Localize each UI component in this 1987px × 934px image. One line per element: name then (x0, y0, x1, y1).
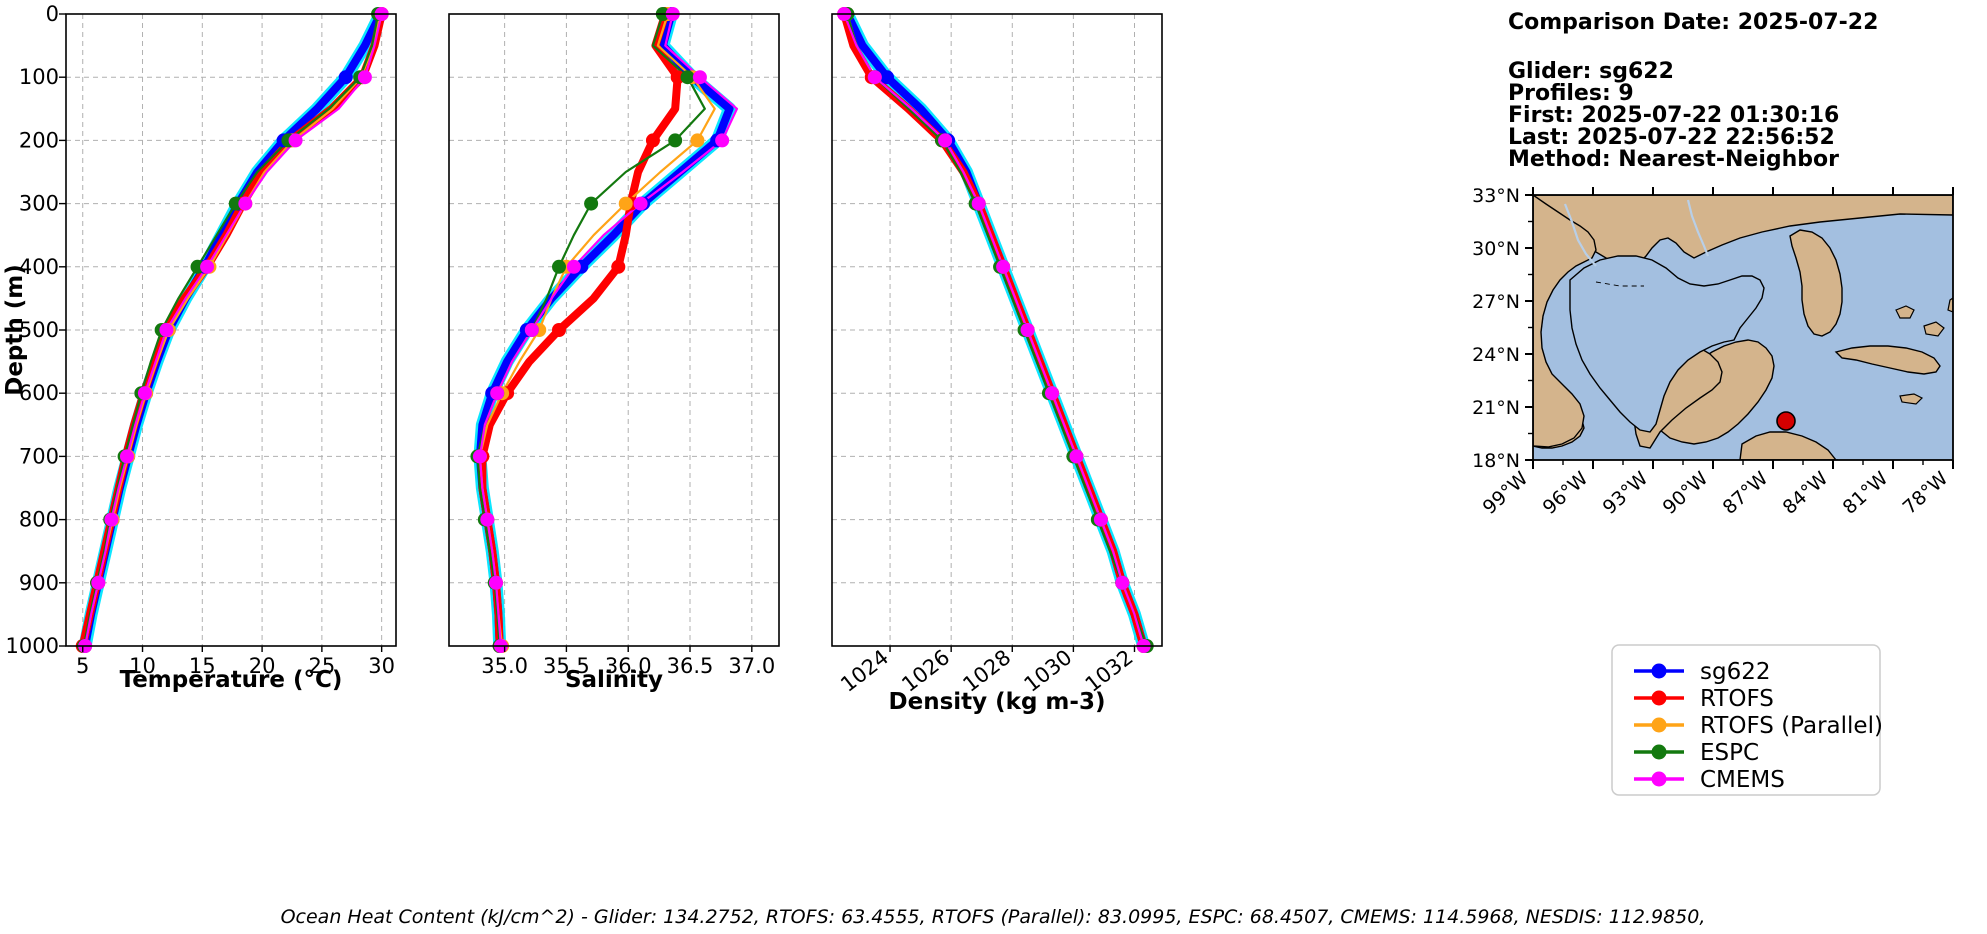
x-tick-label: 35.0 (481, 654, 528, 678)
depth-tick-label: 1000 (6, 634, 59, 658)
x-tick-label: 5 (76, 654, 89, 678)
depth-tick-label: 500 (19, 318, 59, 342)
x-tick-label: 36.5 (667, 654, 714, 678)
depth-tick-label: 900 (19, 571, 59, 595)
legend-item-cmems[interactable]: CMEMS (1634, 767, 1785, 793)
salinity-x-ticks: 35.0 35.5 36.0 36.5 37.0 (481, 646, 775, 678)
salinity-plot-frame (448, 13, 780, 647)
depth-y-ticks: 0 100 200 300 400 500 600 700 800 900 1000 (6, 2, 66, 658)
temperature-panel: 5 10 15 20 25 30 0 100 200 300 400 500 600 700 800 900… (2, 2, 397, 693)
legend-label: sg622 (1700, 659, 1770, 685)
x-tick-label: 35.5 (543, 654, 590, 678)
temperature-axis-label: Temperature (°C) (120, 667, 343, 693)
x-tick-label: 30 (368, 654, 395, 678)
glider-text: Glider: sg622 (1508, 59, 1674, 84)
profiles-text: Profiles: 9 (1508, 81, 1634, 106)
density-series (837, 7, 1154, 653)
map-lat-tick-label: 30°N (1472, 238, 1520, 260)
legend-item-espc[interactable]: ESPC (1634, 740, 1759, 766)
legend-label: CMEMS (1700, 767, 1785, 793)
legend-label: RTOFS (Parallel) (1700, 713, 1883, 739)
depth-axis-label: Depth (m) (2, 264, 28, 396)
map-lat-tick-label: 27°N (1472, 291, 1520, 313)
x-tick-label: 20 (249, 654, 276, 678)
legend-item-rtofs[interactable]: RTOFS (1634, 686, 1774, 712)
legend-label: ESPC (1700, 740, 1759, 766)
depth-tick-label: 800 (19, 508, 59, 532)
x-tick-label: 37.0 (728, 654, 775, 678)
legend-label: RTOFS (1700, 686, 1774, 712)
x-tick-label: 10 (129, 654, 156, 678)
depth-tick-label: 600 (19, 381, 59, 405)
map-lat-tick-label: 18°N (1472, 450, 1520, 472)
x-tick-label: 15 (189, 654, 216, 678)
comparison-date-text: Comparison Date: 2025-07-22 (1508, 10, 1878, 35)
map-lat-tick-label: 21°N (1472, 397, 1520, 419)
legend-item-rtofs-parallel[interactable]: RTOFS (Parallel) (1634, 713, 1883, 739)
salinity-series (470, 7, 739, 653)
glider-location-marker (1776, 411, 1796, 431)
map-lat-tick-label: 33°N (1472, 185, 1520, 207)
x-tick-label: 36.0 (605, 654, 652, 678)
ocean-heat-content-caption: Ocean Heat Content (kJ/cm^2) - Glider: 1… (281, 906, 1706, 928)
temperature-x-ticks: 5 10 15 20 25 30 (76, 646, 395, 678)
first-profile-text: First: 2025-07-22 01:30:16 (1508, 103, 1839, 128)
depth-tick-label: 700 (19, 444, 59, 468)
x-tick-label: 25 (309, 654, 336, 678)
map-latitude-ticks: 18°N 21°N 24°N 27°N 30°N 33°N (1472, 185, 1533, 472)
depth-tick-label: 400 (19, 255, 59, 279)
legend-item-sg622[interactable]: sg622 (1634, 659, 1770, 685)
depth-tick-label: 100 (19, 65, 59, 89)
salinity-panel: 35.0 35.5 36.0 36.5 37.0 Salinity (448, 7, 780, 693)
info-panel: Comparison Date: 2025-07-22 Glider: sg62… (1508, 10, 1878, 172)
depth-tick-label: 200 (19, 128, 59, 152)
salinity-axis-label: Salinity (565, 667, 663, 693)
map-lat-tick-label: 24°N (1472, 344, 1520, 366)
legend-frame (1611, 644, 1881, 796)
last-profile-text: Last: 2025-07-22 22:56:52 (1508, 125, 1835, 150)
temperature-series (75, 7, 389, 653)
method-text: Method: Nearest-Neighbor (1508, 147, 1839, 172)
depth-tick-label: 300 (19, 192, 59, 216)
depth-tick-label: 0 (46, 2, 59, 26)
density-axis-label: Density (kg m-3) (889, 689, 1106, 715)
map-geography (1533, 195, 1953, 460)
density-plot-frame (831, 13, 1163, 647)
